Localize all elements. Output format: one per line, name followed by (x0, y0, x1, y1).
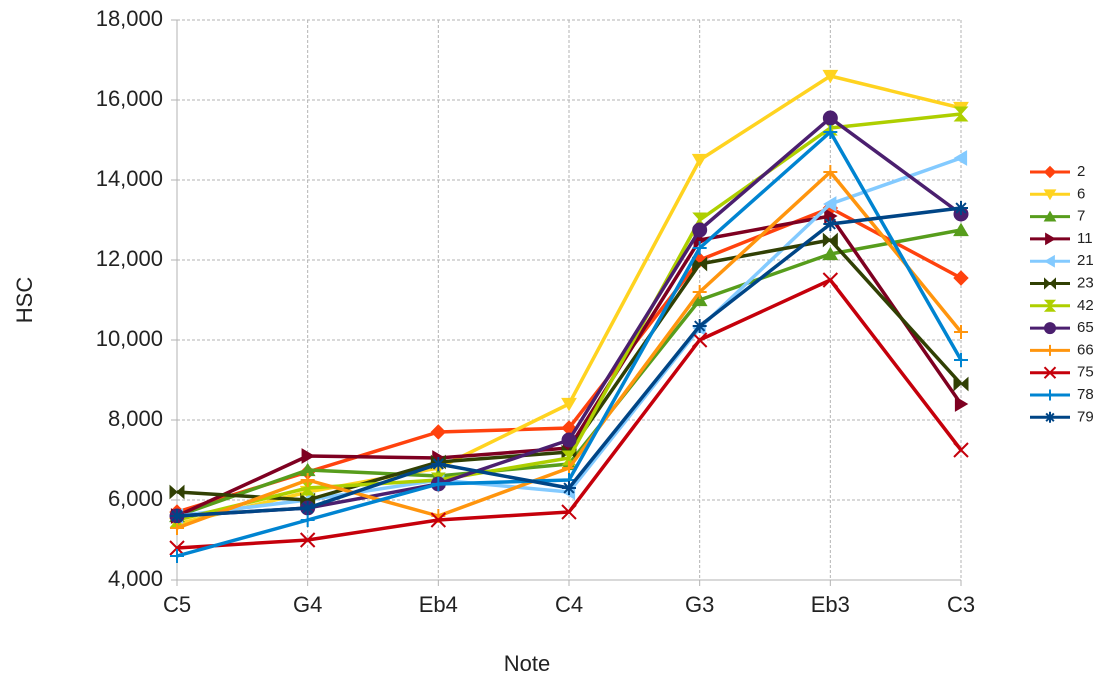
marker (1044, 344, 1056, 356)
legend-label: 21 (1077, 252, 1094, 269)
x-axis-label: Note (504, 651, 550, 676)
marker (169, 484, 185, 500)
marker (1044, 322, 1056, 335)
marker (691, 153, 708, 168)
x-tick-label: C3 (947, 592, 975, 617)
marker (954, 201, 968, 215)
marker (692, 222, 708, 238)
x-tick-label: G3 (685, 592, 714, 617)
marker (692, 319, 707, 333)
marker (823, 165, 838, 179)
marker (953, 442, 969, 458)
x-tick-label: Eb4 (419, 592, 458, 617)
legend-label: 66 (1077, 341, 1094, 358)
marker (300, 501, 315, 515)
marker (1043, 366, 1057, 379)
marker (954, 325, 968, 339)
marker (431, 457, 446, 471)
marker (561, 450, 577, 466)
marker (301, 448, 315, 464)
legend-label: 42 (1077, 297, 1094, 314)
y-tick-label: 4,000 (108, 566, 163, 591)
marker (822, 110, 838, 126)
legend-label: 65 (1077, 319, 1094, 336)
legend-label: 75 (1077, 364, 1094, 381)
marker (561, 504, 577, 520)
marker (823, 125, 838, 139)
marker (300, 473, 315, 487)
legend-label: 7 (1077, 208, 1085, 225)
y-tick-label: 18,000 (96, 6, 163, 31)
marker (953, 222, 969, 237)
y-tick-label: 14,000 (96, 166, 163, 191)
legend-label: 6 (1077, 185, 1085, 202)
marker (692, 241, 707, 255)
marker (822, 246, 839, 261)
marker (299, 532, 316, 548)
x-tick-label: Eb3 (811, 592, 850, 617)
marker (431, 477, 446, 491)
x-tick-label: G4 (293, 592, 322, 617)
legend-label: 23 (1077, 274, 1094, 291)
marker (169, 540, 185, 556)
y-tick-label: 6,000 (108, 486, 163, 511)
marker (170, 549, 184, 563)
y-tick-label: 10,000 (96, 326, 163, 351)
legend-label: 79 (1077, 408, 1094, 425)
marker (170, 521, 184, 535)
marker (1043, 210, 1057, 222)
marker (300, 513, 315, 527)
marker (822, 69, 839, 84)
marker (1045, 232, 1056, 246)
marker (954, 396, 969, 412)
marker (692, 256, 708, 272)
marker (953, 106, 969, 122)
marker (954, 353, 968, 367)
x-tick-label: C5 (163, 592, 191, 617)
marker (1044, 411, 1056, 423)
marker (953, 270, 969, 286)
marker (823, 196, 837, 212)
marker (561, 432, 577, 448)
marker (170, 509, 184, 523)
y-axis-label: HSC (12, 277, 37, 324)
x-tick-label: C4 (555, 592, 583, 617)
marker (692, 285, 707, 299)
marker (1043, 165, 1057, 179)
marker (953, 150, 968, 166)
y-tick-label: 8,000 (108, 406, 163, 431)
marker (430, 512, 447, 528)
marker (822, 232, 838, 248)
marker (1043, 299, 1057, 312)
marker (1044, 254, 1055, 268)
legend-label: 11 (1077, 230, 1093, 247)
marker (562, 481, 576, 495)
y-tick-label: 12,000 (96, 246, 163, 271)
legend-label: 2 (1077, 163, 1085, 180)
marker (1044, 389, 1056, 401)
marker (691, 332, 708, 348)
marker (562, 461, 576, 475)
y-tick-label: 16,000 (96, 86, 163, 111)
marker (953, 376, 969, 392)
marker (823, 217, 838, 231)
marker (1043, 189, 1057, 201)
marker (430, 424, 447, 440)
marker (822, 272, 839, 288)
marker (561, 397, 577, 412)
legend-label: 78 (1077, 386, 1094, 403)
marker (1044, 277, 1056, 290)
